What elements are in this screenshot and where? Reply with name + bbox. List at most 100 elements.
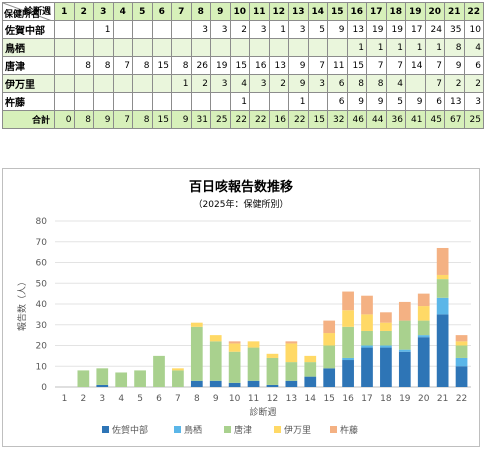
count-cell — [93, 74, 114, 93]
bar-segment — [417, 293, 430, 307]
count-cell — [54, 20, 75, 39]
bar-segment — [247, 347, 260, 381]
x-tick-label: 9 — [213, 394, 219, 404]
total-cell: 31 — [190, 110, 211, 129]
x-tick-label: 13 — [286, 394, 297, 404]
bar-segment — [209, 335, 222, 342]
chart-title: 百日咳報告数推移 — [189, 179, 293, 195]
bar-segment — [380, 322, 392, 331]
count-cell — [112, 92, 133, 111]
x-tick-label: 11 — [248, 394, 259, 404]
table-row: 佐賀中部 1 3 3 2 3 1 3 5 9 13 19 19 17 24 35 10 — [2, 20, 484, 39]
legend-swatch — [102, 426, 109, 433]
count-cell: 3 — [307, 74, 328, 93]
week-header-cell: 10 — [229, 2, 250, 21]
count-cell — [171, 92, 192, 111]
count-cell: 4 — [385, 74, 406, 93]
bar-segment — [436, 314, 449, 387]
count-cell — [288, 38, 309, 57]
total-cell: 45 — [424, 110, 445, 129]
count-cell: 26 — [190, 56, 211, 75]
total-cell: 9 — [93, 110, 114, 129]
office-name-cell: 杵藤 — [2, 92, 55, 111]
week-header-cell: 16 — [346, 2, 367, 21]
bar-segment — [361, 345, 373, 348]
count-cell — [307, 38, 328, 57]
bar-segment — [417, 320, 430, 336]
weekly-report-table: 診断週 保健所名 1 2 3 4 5 6 7 8 9 10 11 12 13 14 15 16 17 18 19 20 21… — [2, 2, 484, 129]
count-cell: 3 — [463, 92, 484, 111]
week-header-cell: 9 — [210, 2, 231, 21]
count-cell — [132, 92, 153, 111]
x-tick-label: 21 — [437, 394, 448, 404]
bar-segment — [172, 368, 184, 371]
count-cell — [54, 92, 75, 111]
bar-segment — [209, 341, 222, 381]
count-cell: 5 — [307, 20, 328, 39]
count-cell — [210, 92, 231, 111]
count-cell: 3 — [210, 74, 231, 93]
count-cell: 1 — [405, 38, 426, 57]
y-tick-label: 20 — [36, 342, 48, 352]
bar-segment — [247, 341, 260, 348]
total-cell: 0 — [54, 110, 75, 129]
week-header-cell: 2 — [73, 2, 94, 21]
week-header-cell: 20 — [424, 2, 445, 21]
count-cell: 1 — [229, 92, 250, 111]
week-header-cell: 15 — [327, 2, 348, 21]
bar-segment — [342, 326, 354, 358]
y-tick-label: 0 — [41, 383, 47, 393]
office-name-cell: 佐賀中部 — [2, 20, 55, 39]
bar-segment — [190, 322, 203, 327]
count-cell — [327, 38, 348, 57]
table-row: 杵藤 1 1 6 9 9 5 9 6 13 3 — [2, 92, 484, 111]
count-cell: 4 — [229, 74, 250, 93]
count-cell: 13 — [268, 56, 289, 75]
count-cell: 13 — [444, 92, 465, 111]
bar-segment — [398, 320, 411, 350]
total-cell: 8 — [132, 110, 153, 129]
chart-subtitle: （2025年：保健所別） — [194, 198, 289, 210]
week-header-cell: 21 — [444, 2, 465, 21]
count-cell — [210, 38, 231, 57]
count-cell: 1 — [346, 38, 367, 57]
count-cell: 7 — [307, 56, 328, 75]
count-cell — [190, 92, 211, 111]
week-header-cell: 17 — [366, 2, 387, 21]
count-cell: 9 — [405, 92, 426, 111]
bar-segment — [172, 370, 184, 387]
bar-segment — [190, 326, 203, 381]
bar-segment — [455, 357, 468, 367]
count-cell: 2 — [444, 74, 465, 93]
count-cell — [54, 56, 75, 75]
bar-segment — [342, 360, 354, 387]
count-cell: 1 — [93, 20, 114, 39]
x-tick-label: 3 — [99, 394, 105, 404]
bar-segment — [96, 368, 109, 385]
count-cell: 24 — [424, 20, 445, 39]
corner-week-label: 診断週 — [23, 7, 51, 17]
count-cell: 5 — [385, 92, 406, 111]
bar-segment — [436, 247, 449, 275]
count-cell: 6 — [327, 74, 348, 93]
count-cell: 3 — [210, 20, 231, 39]
x-tick-label: 7 — [175, 394, 181, 404]
count-cell: 3 — [249, 20, 270, 39]
count-cell: 15 — [151, 56, 172, 75]
count-cell: 8 — [366, 74, 387, 93]
count-cell — [54, 74, 75, 93]
count-cell: 13 — [346, 20, 367, 39]
total-cell: 22 — [249, 110, 270, 129]
table-row: 唐津 8 8 7 8 15 8 26 19 15 16 13 9 7 11 15 7 7 14 7 9 6 — [2, 56, 484, 75]
count-cell — [112, 74, 133, 93]
count-cell: 6 — [424, 92, 445, 111]
count-cell — [151, 20, 172, 39]
count-cell: 7 — [424, 56, 445, 75]
office-name-cell: 伊万里 — [2, 74, 55, 93]
bar-segment — [266, 357, 279, 385]
bar-segment — [134, 370, 146, 387]
week-header-cell: 6 — [151, 2, 172, 21]
x-tick-label: 10 — [229, 394, 241, 404]
count-cell — [171, 38, 192, 57]
bar-segment — [380, 330, 392, 346]
